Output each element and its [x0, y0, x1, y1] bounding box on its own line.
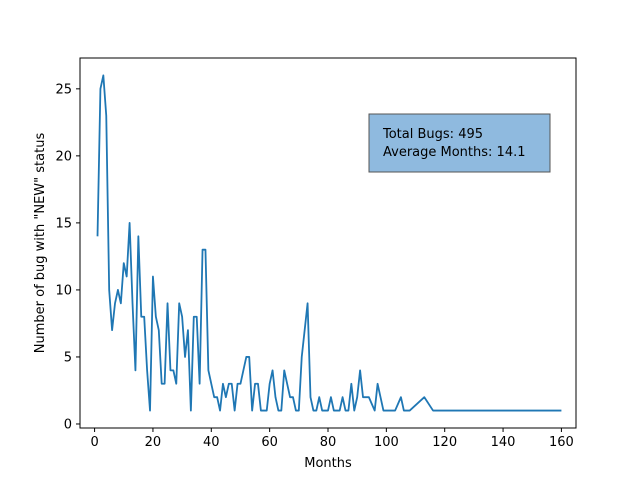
x-tick-label: 20 — [145, 435, 162, 450]
x-tick-label: 80 — [320, 435, 337, 450]
x-tick-label: 140 — [491, 435, 516, 450]
x-tick-label: 120 — [432, 435, 457, 450]
y-tick-label: 10 — [55, 283, 72, 298]
y-axis-label: Number of bug with "NEW" status — [33, 133, 48, 354]
x-axis-label: Months — [304, 456, 352, 471]
total-bugs-text: Total Bugs: 495 — [382, 127, 483, 142]
y-tick-label: 15 — [55, 216, 72, 231]
stats-annotation: Total Bugs: 495 Average Months: 14.1 — [368, 113, 551, 173]
y-tick-label: 25 — [55, 82, 72, 97]
x-tick-label: 0 — [90, 435, 98, 450]
y-tick-label: 20 — [55, 149, 72, 164]
series-line — [96, 74, 562, 412]
y-axis: 0 5 10 15 20 25 — [55, 82, 80, 432]
x-tick-label: 100 — [374, 435, 399, 450]
y-tick-label: 5 — [64, 350, 72, 365]
plot-frame — [79, 57, 577, 429]
x-tick-label: 60 — [261, 435, 278, 450]
stats-annotation-box — [368, 113, 551, 173]
average-months-text: Average Months: 14.1 — [383, 145, 526, 160]
x-axis: 0 20 40 60 80 100 120 140 160 — [90, 428, 574, 450]
y-tick-label: 0 — [64, 417, 72, 432]
x-tick-label: 40 — [203, 435, 220, 450]
x-tick-label: 160 — [549, 435, 574, 450]
